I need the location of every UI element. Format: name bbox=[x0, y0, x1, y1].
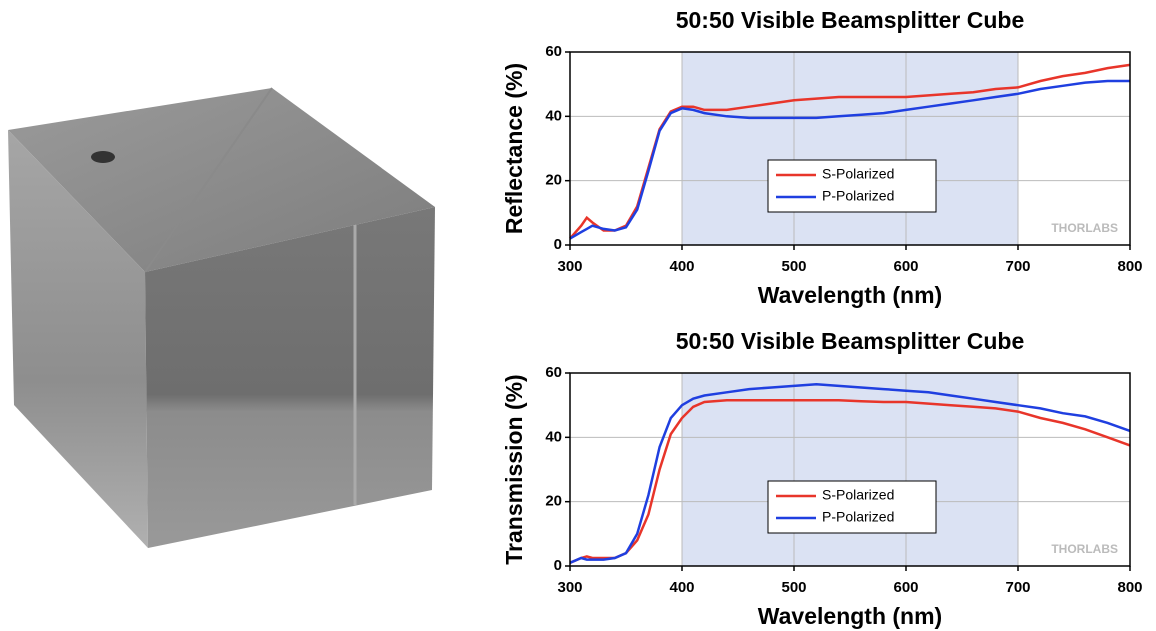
x-axis-title: Wavelength (nm) bbox=[758, 282, 942, 308]
x-tick-label: 400 bbox=[669, 579, 694, 596]
watermark: THORLABS bbox=[1051, 221, 1118, 235]
y-tick-label: 60 bbox=[545, 364, 562, 381]
x-tick-label: 300 bbox=[557, 258, 582, 275]
plot-frame bbox=[569, 51, 1131, 246]
chart-title: 50:50 Visible Beamsplitter Cube bbox=[676, 7, 1025, 33]
y-tick-label: 0 bbox=[554, 236, 562, 253]
y-axis-title: Transmission (%) bbox=[501, 374, 527, 564]
chart-title: 50:50 Visible Beamsplitter Cube bbox=[676, 328, 1025, 354]
y-tick-label: 40 bbox=[545, 107, 562, 124]
cube-front bbox=[145, 207, 435, 548]
cube-left bbox=[8, 130, 148, 548]
legend bbox=[767, 159, 937, 213]
cube-top bbox=[8, 88, 435, 272]
x-tick-label: 600 bbox=[893, 579, 918, 596]
cube-edge bbox=[144, 87, 273, 273]
x-tick-label: 500 bbox=[781, 579, 806, 596]
cube-mark bbox=[91, 151, 115, 163]
shaded-range bbox=[682, 52, 1018, 245]
legend-label: P-Polarized bbox=[822, 188, 894, 204]
y-tick-label: 20 bbox=[545, 172, 562, 189]
watermark: THORLABS bbox=[1051, 542, 1118, 556]
legend bbox=[767, 480, 937, 534]
x-tick-label: 600 bbox=[893, 258, 918, 275]
series-line bbox=[569, 79, 1130, 240]
y-axis-title: Reflectance (%) bbox=[501, 63, 527, 234]
x-tick-label: 700 bbox=[1005, 579, 1030, 596]
charts: 300 400 500 600 700 8000204060THORLABSS-Polar… bbox=[501, 7, 1142, 629]
x-tick-label: 500 bbox=[781, 258, 806, 275]
series-line bbox=[569, 383, 1131, 564]
x-tick-label: 800 bbox=[1117, 579, 1142, 596]
legend-label: S-Polarized bbox=[822, 487, 894, 503]
x-tick-label: 300 bbox=[557, 579, 582, 596]
x-tick-label: 700 bbox=[1005, 258, 1030, 275]
x-axis-title: Wavelength (nm) bbox=[758, 603, 942, 629]
legend-label: S-Polarized bbox=[822, 166, 894, 182]
cube-photo bbox=[8, 87, 435, 548]
y-tick-label: 20 bbox=[545, 493, 562, 510]
y-tick-label: 60 bbox=[545, 43, 562, 60]
legend-label: P-Polarized bbox=[822, 509, 894, 525]
x-tick-label: 800 bbox=[1117, 258, 1142, 275]
y-tick-label: 40 bbox=[545, 428, 562, 445]
x-tick-label: 400 bbox=[669, 258, 694, 275]
plot-frame bbox=[569, 372, 1131, 567]
y-tick-label: 0 bbox=[554, 557, 562, 574]
